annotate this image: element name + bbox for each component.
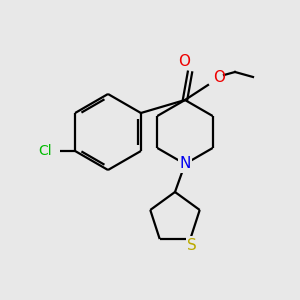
Text: O: O: [178, 55, 190, 70]
Text: O: O: [213, 70, 225, 86]
Text: S: S: [188, 238, 197, 253]
Text: Cl: Cl: [38, 144, 52, 158]
Text: N: N: [179, 157, 191, 172]
